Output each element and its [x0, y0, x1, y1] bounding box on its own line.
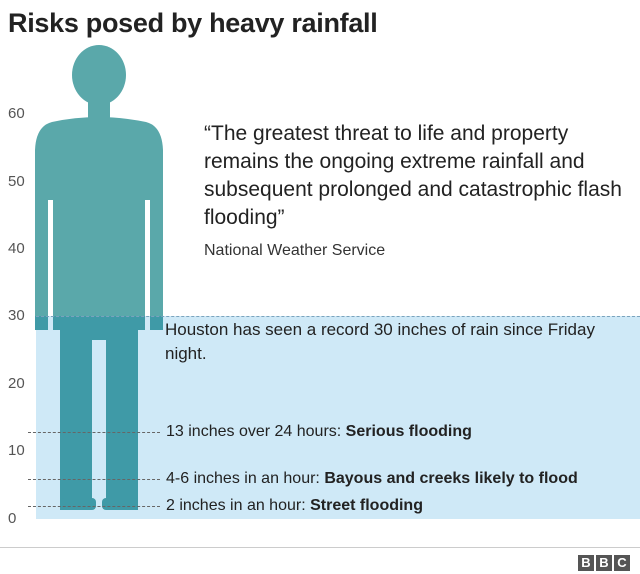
- y-tick-40: 40: [8, 240, 25, 257]
- level-label-emphasis: Street flooding: [310, 497, 423, 514]
- level-label-prefix: 4-6 inches in an hour:: [166, 470, 325, 487]
- record-annotation: Houston has seen a record 30 inches of r…: [165, 320, 595, 363]
- level-label-street-flooding: 2 inches in an hour: Street flooding: [166, 497, 423, 515]
- y-tick-30: 30: [8, 307, 25, 324]
- level-label-prefix: 2 inches in an hour:: [166, 497, 311, 514]
- y-tick-20: 20: [8, 375, 25, 392]
- y-tick-10: 10: [8, 442, 25, 459]
- quote-text: “The greatest threat to life and propert…: [204, 122, 622, 229]
- logo-letter: C: [614, 555, 630, 571]
- level-label-prefix: 13 inches over 24 hours:: [166, 423, 346, 440]
- level-label-serious-flooding: 13 inches over 24 hours: Serious floodin…: [166, 423, 472, 441]
- y-tick-60: 60: [8, 105, 25, 122]
- y-tick-0: 0: [8, 510, 17, 527]
- bbc-logo: B B C: [578, 555, 630, 571]
- level-line-street-flooding: [28, 506, 160, 507]
- level-label-emphasis: Bayous and creeks likely to flood: [324, 470, 578, 487]
- page-title: Risks posed by heavy rainfall: [8, 8, 378, 38]
- level-label-emphasis: Serious flooding: [345, 423, 472, 440]
- logo-letter: B: [596, 555, 612, 571]
- level-line-bayous-flood: [28, 479, 160, 480]
- level-line-serious-flooding: [28, 432, 160, 433]
- y-tick-50: 50: [8, 173, 25, 190]
- logo-letter: B: [578, 555, 594, 571]
- footer-divider: [0, 547, 640, 548]
- record-level-line: [36, 316, 640, 317]
- figure-above-water: [35, 45, 163, 510]
- quote-source: National Weather Service: [204, 242, 386, 259]
- level-label-bayous-flood: 4-6 inches in an hour: Bayous and creeks…: [166, 470, 578, 488]
